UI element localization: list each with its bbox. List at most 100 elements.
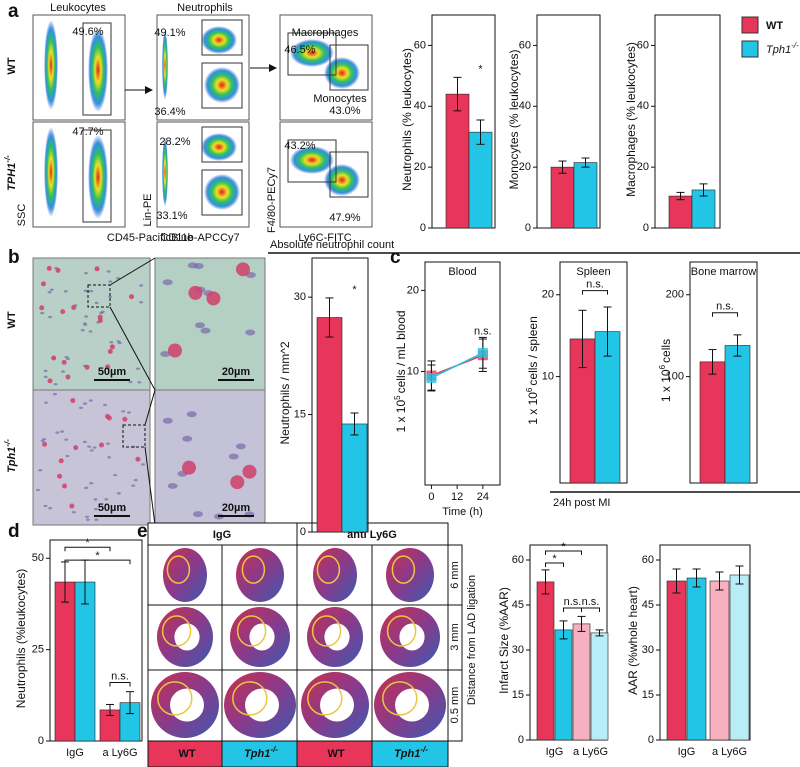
y-tick-label: 10 [542,370,554,382]
zoom-line [109,306,156,391]
nucleus [43,369,48,373]
nucleus [108,280,113,283]
nucleus [139,301,144,304]
legend-label-part: Tph1 [766,44,791,56]
nucleus [167,482,178,489]
significance: n.s. [582,596,600,608]
y-tick-label: 60 [414,39,426,51]
nucleus [82,440,87,444]
significance-bracket [109,682,131,687]
nucleus [162,279,173,286]
flow-density [201,26,237,54]
panel-label: b [8,247,20,268]
histology-image [32,257,151,391]
bar [554,629,573,741]
neutrophil [65,374,71,380]
nucleus [48,506,53,510]
neutrophil [51,355,57,361]
gate-percentage: 46.5% [284,44,315,56]
nucleus [78,406,83,410]
neutrophil [73,445,79,451]
bar [550,166,575,229]
nucleus [82,322,87,325]
infarct-outline [161,615,192,647]
neutrophil [69,503,75,509]
significance: n.s. [474,325,492,337]
nucleus [228,453,239,460]
x-tick-label: a Ly6G [712,746,747,758]
significance: * [552,553,557,565]
nucleus [88,330,93,333]
gate-percentage: 43.0% [329,105,360,117]
axis-label: F4/80-PECy7 [266,167,278,233]
point-marker [426,372,437,383]
y-tick-label: 25 [32,644,44,656]
flow-density [44,127,58,217]
y-tick-label: 100 [666,370,684,382]
significance: n.s. [716,301,734,313]
neutrophil [58,458,64,464]
group-label-part: WT [178,748,195,760]
nucleus [55,431,60,434]
flow-title: Leukocytes [50,2,106,14]
panel-label: c [390,247,401,268]
nucleus [107,456,112,459]
bar [468,131,493,229]
y-tick-label: 0 [420,222,426,234]
infarct-outline [311,615,342,647]
significance-bracket [581,607,600,612]
infarct-outline [316,555,341,584]
nucleus [200,327,211,334]
bar [573,162,598,229]
y-tick-label: 15 [512,689,524,701]
nucleus [121,410,126,413]
neutrophil [167,343,182,358]
significance: * [352,284,357,296]
gate-percentage: 49.1% [154,27,185,39]
y-tick-label: 40 [414,100,426,112]
group-label: WT [178,748,195,760]
axis-label: Lin-PE [142,193,154,226]
flow-density [88,135,108,219]
nucleus [89,482,94,485]
nucleus [116,492,121,495]
gate-percentage: 47.9% [329,212,360,224]
nucleus [38,469,43,472]
y-axis-label-part: 1 x 10 [394,400,408,433]
bar [590,632,609,741]
flow-gate [201,62,243,109]
gate-label: Macrophages [292,27,359,39]
significance-bracket [712,312,738,317]
bar [341,423,368,533]
plot-frame [424,261,501,486]
gate-percentage: 36.4% [154,106,185,118]
plot-frame [49,539,143,742]
infarct-outline [157,681,193,716]
row-label: 6 mm [449,561,461,589]
bar [686,577,707,741]
nucleus [193,262,204,269]
neutrophil [105,364,111,370]
bar [666,580,687,741]
gate-percentage: 47.7% [72,126,103,138]
row-label-part: TPH1 [6,163,18,191]
nucleus [113,473,118,477]
bar [699,361,726,484]
neutrophil [46,265,52,271]
y-axis-label: Macrophages (% leukocytes) [624,42,638,197]
y-tick-label: 30 [642,644,654,656]
nucleus [84,315,89,318]
nucleus [126,411,131,414]
bar [729,574,750,741]
neutrophil [135,456,141,462]
axis-label: CD11b-APCCy7 [160,232,239,244]
neutrophil [99,442,105,448]
nucleus [52,392,57,396]
neutrophil [109,344,115,350]
x-tick-label: IgG [546,746,564,758]
group-label: Tph1-/- [394,745,428,760]
row-label-column [447,544,463,742]
nucleus [106,270,111,273]
row-label: 3 mm [449,623,461,651]
